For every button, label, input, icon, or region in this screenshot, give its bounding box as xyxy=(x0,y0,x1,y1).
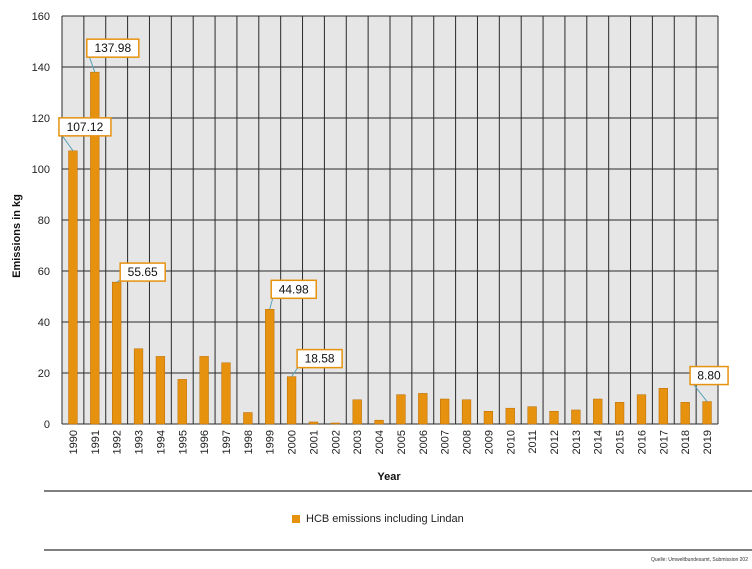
bar-1998 xyxy=(243,412,253,425)
callout-label: 8.80 xyxy=(697,369,721,383)
x-tick-label: 2002 xyxy=(330,430,342,454)
x-tick-label: 1993 xyxy=(134,430,146,454)
x-tick-label: 1990 xyxy=(68,430,80,454)
bar-2004 xyxy=(374,419,384,425)
x-tick-label: 1998 xyxy=(243,430,255,454)
callout-label: 107.12 xyxy=(67,120,104,134)
x-tick-label: 2013 xyxy=(571,430,583,454)
y-tick-label: 140 xyxy=(32,62,50,74)
bar-2011 xyxy=(527,406,537,425)
x-tick-label: 2007 xyxy=(440,430,452,454)
bar-1999 xyxy=(265,309,275,425)
callout-label: 18.58 xyxy=(305,352,335,366)
x-tick-label: 2012 xyxy=(549,430,561,454)
callout-leader xyxy=(88,54,96,73)
bar-2007 xyxy=(440,398,450,425)
bar-2014 xyxy=(593,398,603,425)
bar-2013 xyxy=(571,409,581,425)
legend: HCB emissions including Lindan xyxy=(292,513,464,525)
bar-2001 xyxy=(308,421,319,425)
x-tick-label: 2008 xyxy=(462,430,474,454)
bar-2019 xyxy=(702,401,712,425)
x-tick-label: 2015 xyxy=(615,430,627,454)
x-axis-title: Year xyxy=(377,471,401,483)
callout-box xyxy=(296,348,343,369)
x-tick-label: 2003 xyxy=(352,430,364,454)
y-tick-label: 100 xyxy=(32,164,50,176)
bar-2017 xyxy=(658,388,668,425)
x-tick-label: 2005 xyxy=(396,430,408,454)
y-tick-label: 120 xyxy=(32,113,50,125)
x-tick-label: 2018 xyxy=(680,430,692,454)
bar-2006 xyxy=(418,393,428,425)
bar-2018 xyxy=(680,402,690,425)
source-note: Quelle: Umweltbundesamt, Submission 202 xyxy=(651,557,748,563)
callout-label: 44.98 xyxy=(279,282,309,296)
x-tick-label: 2016 xyxy=(636,430,648,454)
bar-2003 xyxy=(352,399,362,425)
x-tick-label: 2001 xyxy=(308,430,320,454)
bar-2005 xyxy=(396,394,406,425)
legend-swatch-hcb xyxy=(292,515,300,523)
x-tick-label: 1997 xyxy=(221,430,233,454)
legend-label-hcb: HCB emissions including Lindan xyxy=(306,513,464,525)
callout-box xyxy=(270,279,317,300)
y-tick-label: 0 xyxy=(44,419,50,431)
callout-box xyxy=(58,117,112,137)
x-axis-ticks: 1990 1991 1992 1993 1994 1995 1996 1997 1998 1999… xyxy=(68,430,714,454)
callout-leader xyxy=(60,133,74,152)
bar-1995 xyxy=(177,379,187,425)
bar-2010 xyxy=(505,407,515,425)
bar-1997 xyxy=(221,362,231,425)
x-tick-label: 2010 xyxy=(505,430,517,454)
bar-2008 xyxy=(461,399,472,425)
x-tick-label: 2004 xyxy=(374,430,386,454)
bar-2016 xyxy=(636,394,647,425)
legend-bottom-separator xyxy=(44,549,752,551)
x-tick-label: 2009 xyxy=(483,430,495,454)
y-tick-label: 80 xyxy=(38,215,50,227)
bar-1993 xyxy=(133,348,144,425)
x-tick-label: 1991 xyxy=(90,430,102,454)
y-axis-title: Emissions in kg xyxy=(11,194,23,278)
x-tick-label: 1992 xyxy=(112,430,124,454)
bar-2012 xyxy=(549,411,559,425)
y-tick-label: 60 xyxy=(38,266,50,278)
bar-2000 xyxy=(286,376,297,425)
x-tick-label: 2000 xyxy=(287,430,299,454)
x-tick-label: 1994 xyxy=(155,430,167,454)
x-tick-label: 1999 xyxy=(265,430,277,454)
callout-box xyxy=(86,38,140,58)
bar-2009 xyxy=(483,411,494,425)
x-tick-label: 2019 xyxy=(702,430,714,454)
y-tick-label: 40 xyxy=(38,317,50,329)
bar-1990 xyxy=(68,150,78,425)
callout-box xyxy=(119,262,166,282)
y-tick-label: 160 xyxy=(32,11,50,23)
x-tick-label: 1996 xyxy=(199,430,211,454)
bar-2002 xyxy=(330,422,340,425)
bar-1992 xyxy=(112,281,122,425)
callout-label: 55.65 xyxy=(128,265,158,279)
plot-area xyxy=(61,15,719,425)
x-tick-label: 2017 xyxy=(658,430,670,454)
callout-label: 137.98 xyxy=(94,41,131,55)
bar-2015 xyxy=(614,402,625,425)
bar-1996 xyxy=(199,356,209,425)
callout-box xyxy=(689,365,729,386)
x-tick-label: 1995 xyxy=(177,430,189,454)
y-tick-label: 20 xyxy=(38,368,50,380)
x-tick-label: 2014 xyxy=(593,430,605,454)
x-tick-label: 2006 xyxy=(418,430,430,454)
callout-leader xyxy=(691,382,708,402)
legend-top-separator xyxy=(44,490,752,492)
bar-1994 xyxy=(155,356,166,425)
y-axis-ticks: 0 20 40 60 80 100 120 140 160 xyxy=(32,11,50,431)
data-callouts: 107.12 137.98 55.65 44.98 18.58 8.80 xyxy=(58,38,729,402)
bars xyxy=(68,71,712,425)
x-tick-label: 2011 xyxy=(527,430,539,454)
